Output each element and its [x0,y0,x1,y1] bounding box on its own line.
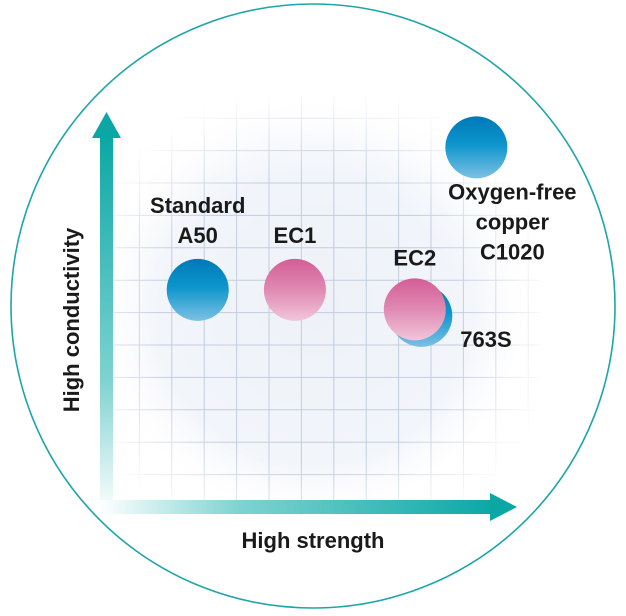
x-axis-arrow [100,493,517,521]
point-ec1 [263,258,326,321]
point-oxygen-free-copper-c1020 [445,116,508,179]
point-label: Standard [150,193,245,218]
point-label: EC2 [393,245,436,270]
grid [100,95,540,515]
point-label: EC1 [274,223,317,248]
point-labels: Standard A50 EC1 763S EC2 Oxygen-free copper C1… [150,179,577,351]
point-label: A50 [178,223,218,248]
data-points [166,116,508,347]
point-ec2 [383,278,446,341]
point-label: copper [476,209,550,234]
point-standard-a50 [166,258,229,321]
y-axis-arrow [92,112,121,514]
point-label: C1020 [480,239,545,264]
y-axis-label: High conductivity [59,227,84,412]
point-label: 763S [460,327,511,352]
point-label: Oxygen-free [448,179,576,204]
x-axis-label: High strength [242,528,385,553]
